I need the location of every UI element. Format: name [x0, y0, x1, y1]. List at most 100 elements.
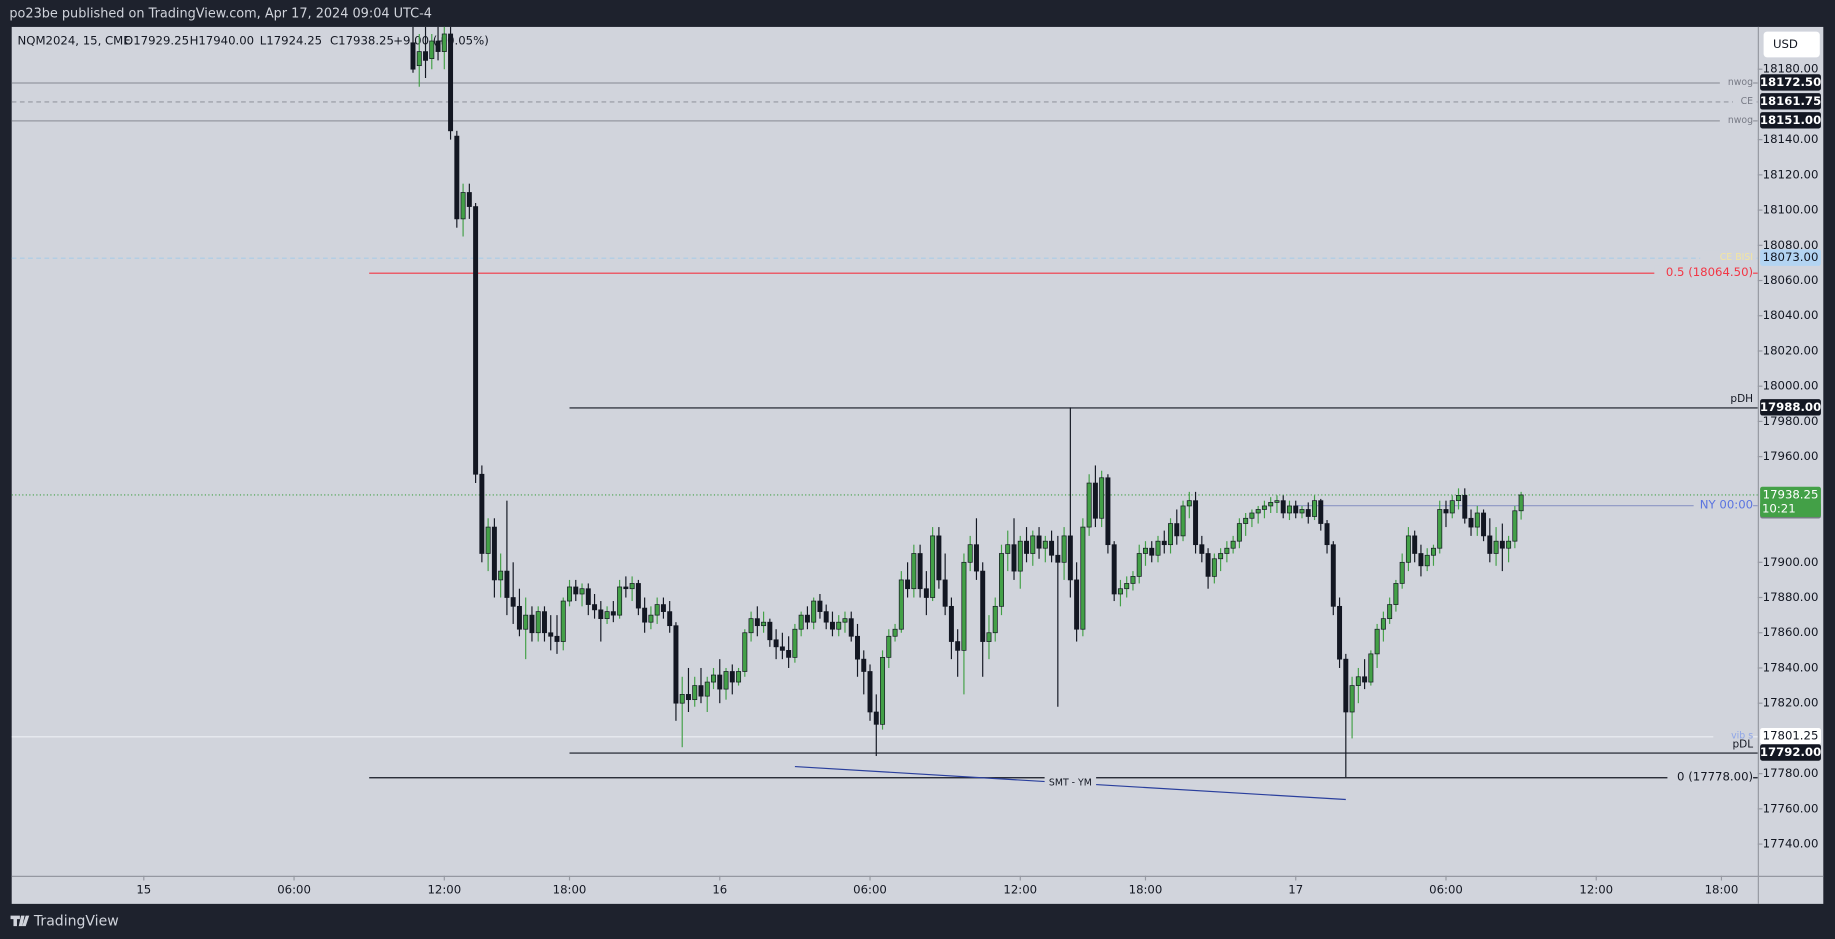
level-label: nwog — [1728, 115, 1753, 126]
candle-body — [1449, 500, 1455, 514]
price-box — [1760, 93, 1821, 110]
candle-body — [967, 544, 973, 563]
candle-body — [1481, 512, 1487, 537]
candle-body — [448, 33, 454, 132]
candle-body — [704, 681, 710, 697]
candle-body — [410, 42, 416, 70]
currency[interactable]: USD — [1773, 37, 1798, 51]
candle-body — [1487, 535, 1493, 554]
candle-body — [1305, 509, 1311, 517]
x-tick-label: 18:00 — [1705, 882, 1739, 896]
candle-body — [1174, 523, 1180, 537]
last-price-label: 17938.25 — [1763, 487, 1819, 501]
candle-body — [748, 618, 754, 634]
candle-body — [999, 553, 1004, 607]
candle-body — [1330, 544, 1336, 607]
currency-button[interactable] — [1763, 31, 1820, 58]
y-tick-label: 17880.00 — [1763, 590, 1819, 604]
x-tick-label: 06:00 — [1429, 882, 1463, 896]
candle-body — [1443, 509, 1449, 514]
level-label-bg — [1719, 75, 1754, 90]
candle-body — [1236, 523, 1242, 542]
bar-countdown: 10:21 — [1762, 501, 1796, 515]
candle-body — [1430, 547, 1436, 556]
level-label-bg — [1713, 729, 1754, 744]
candle-body — [1261, 505, 1267, 510]
candle-body — [1080, 526, 1086, 630]
candle-body — [460, 192, 466, 220]
candle-body — [1374, 628, 1380, 655]
candle-body — [923, 588, 929, 598]
candle-body — [829, 621, 835, 630]
brand-logo — [10, 915, 30, 927]
trendline-label: SMT - YM — [1049, 778, 1092, 789]
candle-body — [554, 635, 560, 642]
candle-body — [485, 526, 491, 554]
candle-body — [1437, 509, 1443, 549]
candle-body — [579, 588, 585, 595]
candle-body — [723, 671, 729, 690]
level-label-bg — [1732, 94, 1754, 109]
y-tick-label: 18140.00 — [1763, 132, 1819, 146]
level-label: CE — [1741, 96, 1754, 107]
level-label: 0.5 (18064.50) — [1666, 265, 1753, 279]
candle-body — [1337, 605, 1343, 660]
candle-body — [930, 535, 936, 598]
ohlc-legend: H17940.00 — [190, 33, 255, 47]
candle-body — [942, 579, 948, 607]
candle-body — [1136, 553, 1142, 577]
candle-body — [560, 600, 566, 642]
candle-body — [1424, 554, 1430, 567]
candle-body — [1130, 576, 1136, 584]
price-box — [1760, 74, 1821, 91]
y-tick-label: 18100.00 — [1763, 203, 1819, 217]
x-tick-label: 12:00 — [1003, 882, 1037, 896]
candle-body — [1111, 544, 1117, 595]
candle-body — [529, 614, 535, 634]
price-box — [1760, 728, 1821, 745]
candle-body — [1280, 500, 1286, 514]
y-tick-label: 17860.00 — [1763, 625, 1819, 639]
candle-body — [1380, 618, 1386, 630]
candle-body — [454, 135, 460, 220]
y-tick-label: 18000.00 — [1763, 379, 1819, 393]
candle-body — [892, 628, 898, 637]
candle-body — [1255, 509, 1261, 514]
x-tick-label: 16 — [712, 882, 727, 896]
candle-body — [804, 614, 810, 623]
x-tick-label: 18:00 — [1129, 882, 1163, 896]
candle-body — [867, 671, 873, 713]
ohlc-legend: C17938.25 — [330, 33, 394, 47]
brand: TradingView — [33, 913, 119, 929]
ohlc-legend: L17924.25 — [260, 33, 322, 47]
candle-body — [1011, 544, 1017, 572]
candle-body — [1224, 547, 1230, 554]
y-tick-label: 17840.00 — [1763, 660, 1819, 674]
candle-body — [673, 625, 679, 704]
candle-body — [1468, 517, 1474, 528]
x-tick-label: 06:00 — [853, 882, 887, 896]
candle-body — [1355, 676, 1361, 686]
price-box-label: 17792.00 — [1760, 745, 1821, 759]
candle-body — [917, 553, 923, 590]
candle-body — [510, 597, 516, 607]
candle-body — [1493, 540, 1499, 554]
candle-body — [592, 604, 598, 611]
level-label: CE BISI — [1720, 252, 1753, 263]
candle-body — [779, 646, 785, 651]
candle-body — [1105, 477, 1111, 546]
candle-body — [585, 588, 591, 605]
candle-body — [1387, 604, 1393, 620]
candle-body — [1193, 500, 1199, 546]
candle-body — [1061, 535, 1067, 563]
level-label-bg — [1654, 265, 1754, 280]
candle-body — [1161, 540, 1167, 546]
candle-body — [567, 586, 572, 602]
candle-body — [1368, 653, 1374, 683]
candle-body — [660, 604, 666, 612]
plot: SMT - YM — [11, 26, 1758, 801]
price-box-label: 17801.25 — [1763, 729, 1819, 743]
candle-body — [736, 671, 742, 683]
candle-body — [1312, 500, 1317, 517]
candle-body — [1499, 540, 1505, 549]
